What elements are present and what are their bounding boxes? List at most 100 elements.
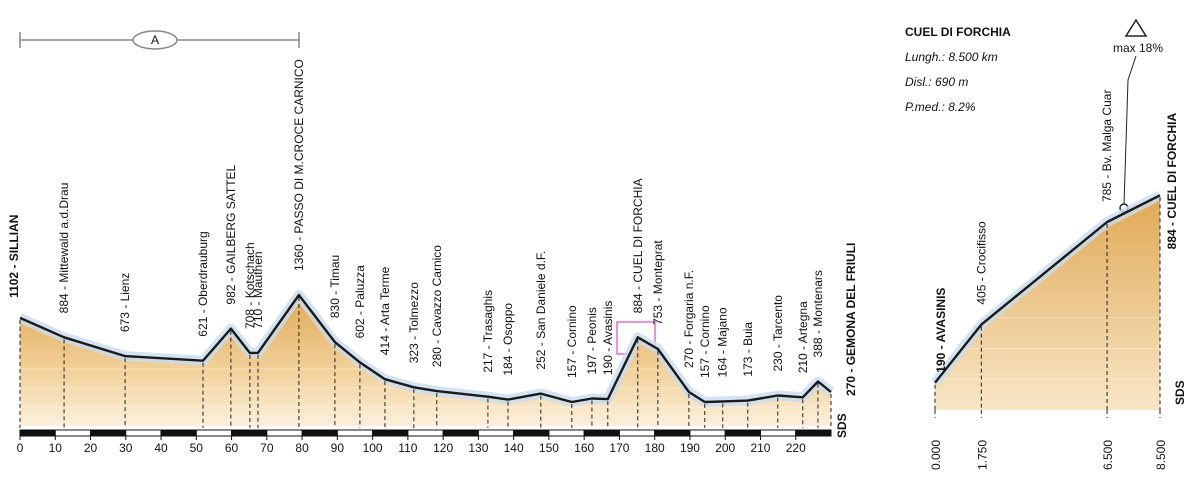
logo: SDS — [835, 413, 849, 438]
waypoint-label: 210 - Artegna — [796, 301, 810, 373]
x-tick-label: 180 — [645, 441, 665, 455]
km-bar-segment — [477, 429, 515, 437]
waypoint-label: 197 - Peonis — [585, 307, 599, 374]
profile-area — [20, 295, 831, 426]
km-bar-segment — [407, 429, 444, 437]
max-pointer — [1123, 55, 1137, 206]
waypoint-label: 884 - CUEL DI FORCHIA — [631, 178, 645, 313]
km-bar-segment — [231, 429, 268, 437]
x-tick-label: 80 — [295, 441, 309, 455]
climb-title: CUEL DI FORCHIA — [905, 25, 1011, 39]
waypoint-label: 173 - Buia — [741, 322, 755, 377]
profile-line — [19, 293, 832, 404]
waypoint-label: 1360 - PASSO DI M.CROCE CARNICO — [292, 59, 306, 271]
waypoint-label: 190 - AVASINIS — [934, 288, 948, 373]
km-bar-segment — [195, 429, 233, 437]
x-tick-label: 210 — [750, 441, 770, 455]
km-bar-segment — [54, 429, 92, 437]
km-bar-segment — [654, 429, 691, 437]
x-tick-label: 170 — [609, 441, 629, 455]
x-tick-label: 140 — [504, 441, 524, 455]
waypoint-label: 414 - Arta Terme — [378, 266, 392, 355]
km-bar-segment — [19, 429, 56, 437]
climb-info: Disl.: 690 m — [905, 75, 968, 89]
waypoint-label: 708 - Kotschach — [243, 242, 257, 329]
waypoint-label: 252 - San Daniele d.F. — [534, 251, 548, 370]
km-bar-segment — [336, 429, 374, 437]
x-tick-label: 220 — [786, 441, 806, 455]
waypoint-label: 164 - Majano — [716, 307, 730, 377]
x-tick-label: 10 — [49, 441, 63, 455]
x-tick-label: 60 — [225, 441, 239, 455]
max-label: max 18% — [1113, 41, 1163, 55]
waypoint-label: 217 - Trasaghis — [481, 290, 495, 373]
x-tick-label: 130 — [468, 441, 488, 455]
km-bar-segment — [442, 429, 479, 437]
x-tick-label: 40 — [154, 441, 168, 455]
waypoint-label: 323 - Tolmezzo — [407, 282, 421, 363]
waypoint-label: 753 - Monteprat — [651, 240, 665, 325]
waypoint-label: 710 - Mauthen — [251, 251, 265, 328]
waypoint-label: 270 - GEMONA DEL FRIULI — [844, 243, 858, 396]
bracket-label: A — [151, 33, 159, 47]
x-tick-label: 8.500 — [1154, 440, 1168, 470]
km-bar-segment — [513, 429, 550, 437]
waypoint-label: 830 - Timau — [328, 255, 342, 318]
x-tick-label: 20 — [84, 441, 98, 455]
km-bar-segment — [160, 429, 197, 437]
profile-line — [934, 194, 1161, 384]
bracket-badge — [132, 30, 178, 50]
waypoint-label: 982 - GAILBERG SATTEL — [224, 164, 238, 304]
x-tick-label: 120 — [433, 441, 453, 455]
waypoint-label: 388 - Montenars — [811, 270, 825, 357]
profile-area — [935, 195, 1160, 410]
x-tick-label: 90 — [331, 441, 345, 455]
km-bar-segment — [125, 429, 162, 437]
waypoint-label: 270 - Forgaria n.F. — [682, 270, 696, 368]
x-tick-label: 200 — [715, 441, 735, 455]
x-tick-label: 70 — [260, 441, 274, 455]
max-icon — [1124, 18, 1148, 37]
waypoint-label: 884 - Mittewald a.d.Drau — [57, 183, 71, 314]
waypoint-label: 785 - Bv. Malga Cuar — [1100, 90, 1114, 203]
x-tick-label: 0.000 — [929, 440, 943, 470]
km-bar-segment — [301, 429, 338, 437]
km-bar-segment — [618, 429, 656, 437]
km-bar-segment — [795, 429, 832, 437]
x-tick-label: 0 — [17, 441, 24, 455]
waypoint-label: 190 - Avasinis — [601, 301, 615, 376]
km-bar-segment — [548, 429, 585, 437]
km-bar-segment — [583, 429, 620, 437]
km-bar-segment — [689, 429, 726, 437]
x-tick-label: 30 — [119, 441, 133, 455]
km-bar-segment — [372, 429, 409, 437]
logo: SDS — [1173, 380, 1187, 405]
waypoint-label: 1102 - SILLIAN — [7, 215, 21, 298]
km-bar-segment — [724, 429, 761, 437]
climb-info: Lungh.: 8.500 km — [905, 50, 998, 64]
waypoint-label: 184 - Osoppo — [501, 303, 515, 376]
x-tick-label: 1.750 — [975, 440, 989, 470]
waypoint-label: 157 - Cornino — [565, 305, 579, 378]
waypoint-label: 621 - Oberdrauburg — [196, 231, 210, 336]
km-bar-segment — [90, 429, 127, 437]
x-tick-label: 150 — [539, 441, 559, 455]
waypoint-label: 157 - Cornino — [698, 305, 712, 378]
x-tick-label: 100 — [363, 441, 383, 455]
waypoint-label: 602 - Paluzza — [353, 265, 367, 339]
x-tick-label: 50 — [190, 441, 204, 455]
km-bar-segment — [759, 429, 797, 437]
x-tick-label: 160 — [574, 441, 594, 455]
waypoint-label: 884 - CUEL DI FORCHIA — [1165, 113, 1179, 250]
x-tick-label: 110 — [398, 441, 417, 455]
climb-info: P.med.: 8.2% — [905, 100, 976, 114]
km-bar-segment — [266, 429, 303, 437]
waypoint-label: 405 - Crocifisso — [974, 221, 988, 305]
waypoint-label: 280 - Cavazzo Carnico — [430, 245, 444, 367]
waypoint-label: 230 - Tarcento — [771, 295, 785, 372]
x-tick-label: 6.500 — [1101, 440, 1115, 470]
x-tick-label: 190 — [680, 441, 700, 455]
waypoint-label: 673 - Lienz — [118, 273, 132, 332]
